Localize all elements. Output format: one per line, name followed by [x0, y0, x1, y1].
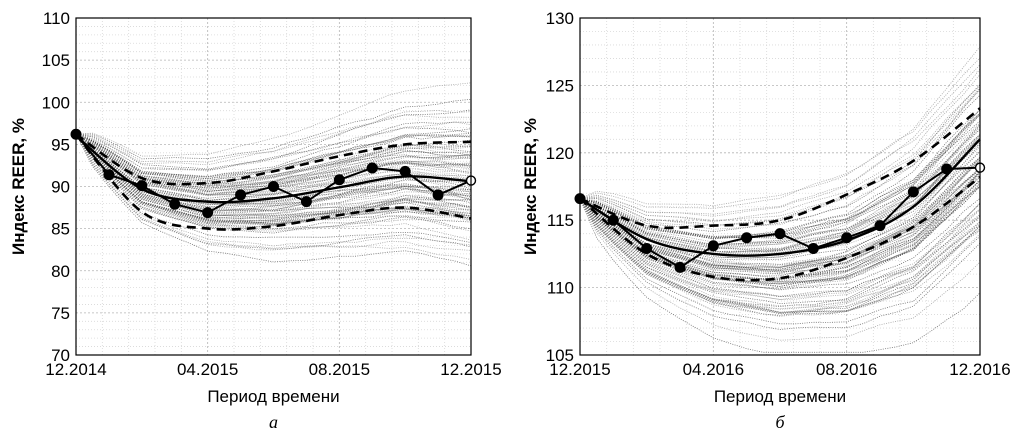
- actual-point: [433, 190, 443, 200]
- y-tick-label: 130: [546, 9, 574, 28]
- chart-b-simulation-fan: [580, 47, 980, 353]
- x-tick-label: 04.2015: [177, 360, 238, 379]
- y-tick-label: 120: [546, 144, 574, 163]
- actual-point: [334, 175, 344, 185]
- simulated-path: [76, 99, 471, 159]
- chart-panel-a: 70 75 80 85 90 95 100 105 110 12.2014 04.2015 08.20…: [0, 0, 508, 437]
- actual-point: [875, 221, 885, 231]
- chart-a-panel-caption: а: [269, 412, 278, 432]
- y-tick-label: 110: [547, 279, 574, 298]
- simulated-path: [580, 89, 980, 232]
- actual-point: [367, 163, 377, 173]
- actual-point: [808, 244, 818, 254]
- actual-point: [842, 233, 852, 243]
- y-tick-label: 100: [42, 93, 70, 112]
- simulated-path: [76, 110, 471, 170]
- simulated-path: [76, 134, 471, 266]
- chart-a-x-axis-label: Период времени: [207, 387, 339, 406]
- simulated-path: [580, 90, 980, 229]
- actual-point: [708, 241, 718, 251]
- actual-point: [775, 229, 785, 239]
- chart-b-svg: 10511011512012513012.2015 04.2016 08.2016 1…: [508, 0, 1016, 437]
- y-tick-label: 125: [546, 76, 574, 95]
- x-tick-label: 04.2016: [683, 360, 744, 379]
- simulated-path: [76, 134, 471, 225]
- x-tick-label: 12.2015: [440, 360, 501, 379]
- x-tick-label: 12.2014: [45, 360, 106, 379]
- actual-point: [236, 190, 246, 200]
- y-tick-label: 90: [51, 178, 70, 197]
- x-tick-label: 08.2016: [816, 360, 877, 379]
- chart-a-y-axis-label: Индекс REER, %: [9, 118, 28, 255]
- actual-point: [608, 215, 618, 225]
- chart-a-svg: 70 75 80 85 90 95 100 105 110 12.2014 04.2015 08.20…: [0, 0, 508, 437]
- chart-b-y-axis-label: Индекс REER, %: [521, 118, 540, 255]
- actual-point: [642, 244, 652, 254]
- simulated-path: [580, 58, 980, 209]
- x-tick-label: 12.2016: [949, 360, 1010, 379]
- actual-point: [400, 166, 410, 176]
- actual-point: [742, 233, 752, 243]
- simulated-path: [76, 134, 471, 188]
- simulated-path: [580, 95, 980, 238]
- y-tick-label: 80: [51, 262, 70, 281]
- simulated-path: [76, 128, 471, 177]
- y-tick-label: 75: [51, 304, 70, 323]
- simulated-path: [580, 151, 980, 265]
- actual-point: [942, 164, 952, 174]
- x-tick-label: 12.2015: [549, 360, 610, 379]
- chart-a-simulation-fan: [76, 83, 471, 266]
- y-tick-label: 115: [547, 211, 574, 230]
- actual-point: [203, 208, 213, 218]
- actual-point: [908, 187, 918, 197]
- chart-b-panel-caption: б: [775, 412, 785, 432]
- simulated-path: [76, 115, 471, 162]
- simulated-path: [580, 199, 980, 317]
- actual-point: [301, 197, 311, 207]
- simulated-path: [580, 69, 980, 214]
- actual-point: [104, 170, 114, 180]
- actual-point: [269, 182, 279, 192]
- y-tick-label: 95: [51, 135, 70, 154]
- actual-point: [137, 181, 147, 191]
- actual-point: [170, 199, 180, 209]
- x-tick-label: 08.2015: [309, 360, 370, 379]
- chart-b-x-axis-label: Период времени: [714, 387, 846, 406]
- y-tick-label: 85: [51, 220, 70, 239]
- y-tick-label: 110: [43, 9, 70, 28]
- actual-point: [675, 262, 685, 272]
- simulated-path: [580, 47, 980, 206]
- chart-panel-b: 105 110 115 120 125 130 12.2015 04.2016 08.2016 1…: [508, 0, 1016, 437]
- simulated-path: [76, 134, 471, 259]
- y-tick-label: 105: [42, 51, 70, 70]
